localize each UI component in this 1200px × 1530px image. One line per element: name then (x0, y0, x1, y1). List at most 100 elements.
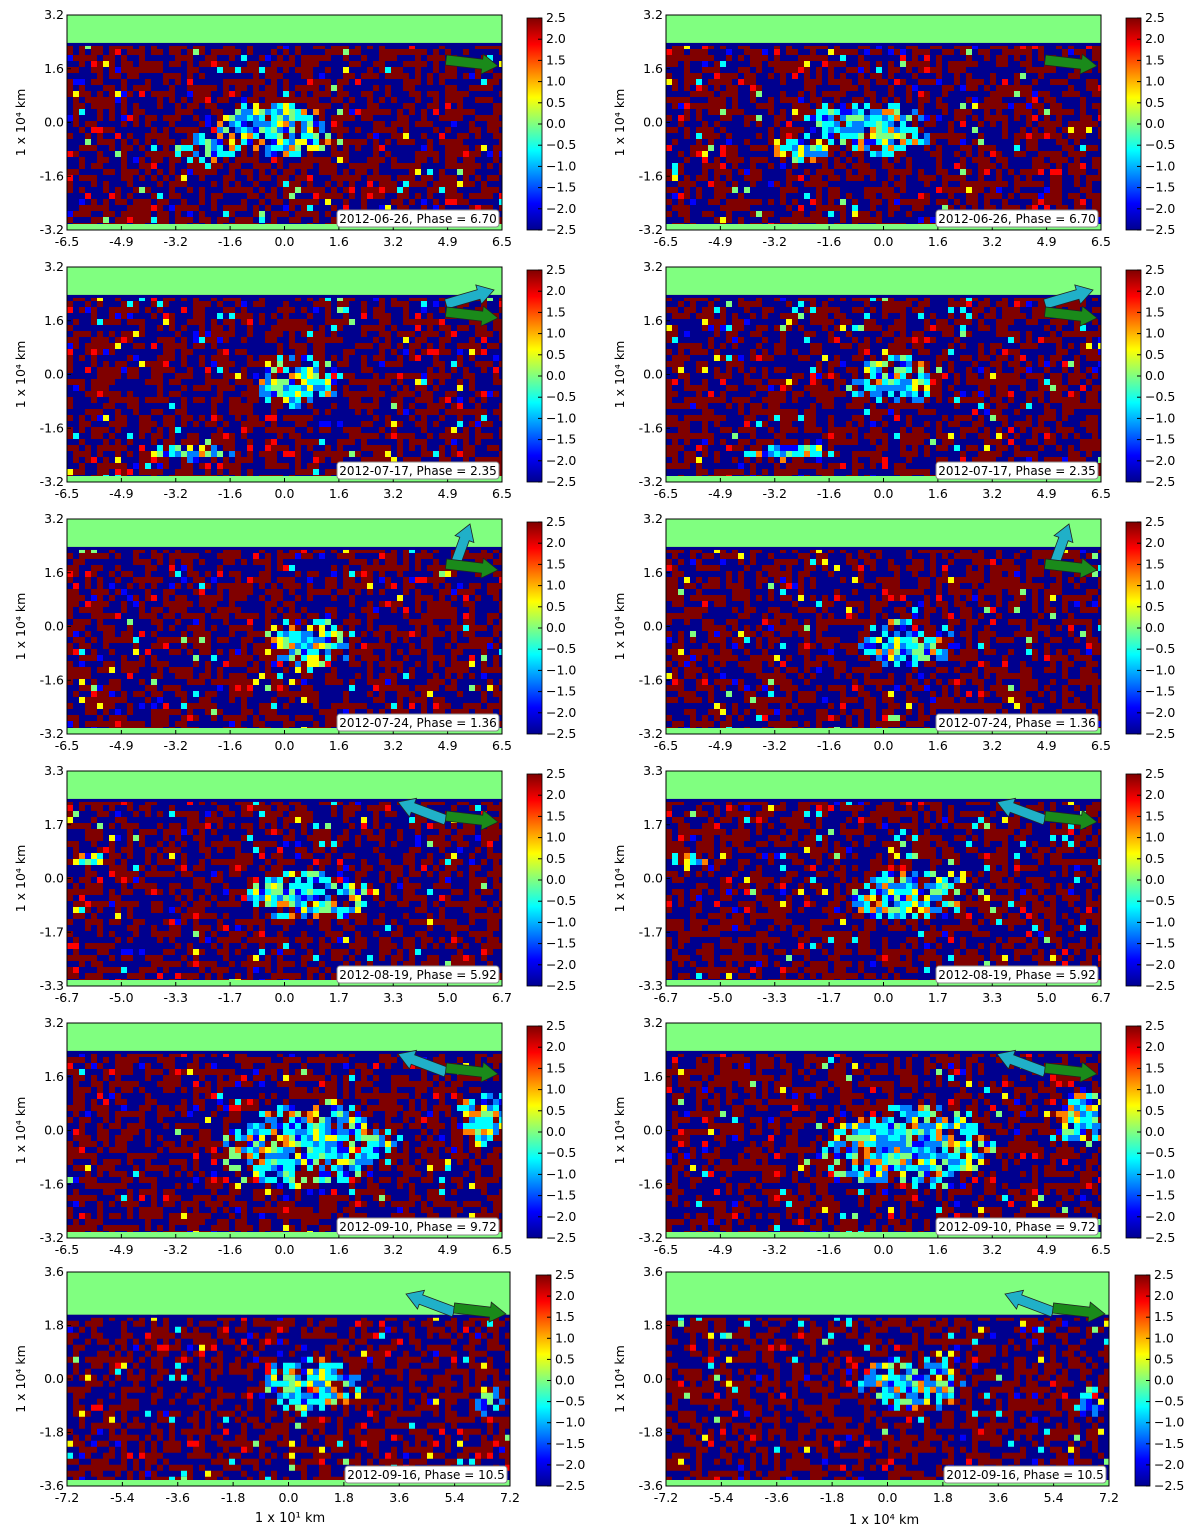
y-axis-label: 1 x 10⁴ km (13, 341, 28, 409)
colorbar-tick-label: 0.5 (1145, 851, 1165, 866)
y-tick-label: -1.7 (40, 924, 64, 939)
panel-label-box (336, 965, 500, 984)
x-tick-label: -1.6 (817, 738, 841, 753)
panel-3-1: -6.7 -5.0 -3.3 -1.7 0.0 1.7 3.3 5.0 6.7 3.3 1.7 0.0… (612, 763, 1175, 1005)
heatmap-cells (67, 546, 502, 727)
heatmap-cells (666, 546, 1101, 734)
y-tick-label: 1.8 (44, 1318, 64, 1333)
colorbar-tick-label: 2.5 (546, 1018, 566, 1033)
heatmap-cells (876, 618, 942, 655)
heatmap-cells (666, 1314, 1109, 1486)
y-tick-label: 0.0 (643, 871, 663, 886)
colorbar-tick-label: 0.5 (546, 95, 566, 110)
y-tick-label: -3.2 (40, 474, 64, 489)
y-axis-label: 1 x 10⁴ km (612, 341, 627, 409)
x-tick-label: -3.3 (164, 990, 188, 1005)
colorbar-tick-label: −1.5 (546, 936, 576, 951)
band-edge (67, 798, 502, 802)
heatmap-cells (858, 618, 954, 667)
x-tick-label: 6.5 (492, 234, 512, 249)
x-tick-label: 4.9 (438, 1242, 458, 1257)
colorbar-tick-label: −1.0 (546, 158, 576, 173)
x-tick-label: 6.7 (492, 990, 512, 1005)
mask-band (666, 519, 1101, 547)
x-tick-label: -3.3 (763, 990, 787, 1005)
mask-band (67, 519, 502, 547)
y-axis-label: 1 x 10⁴ km (13, 89, 28, 157)
x-tick-label: 5.4 (445, 1490, 465, 1505)
colorbar-tick-label: 2.0 (1154, 1288, 1174, 1303)
colorbar-tick-label: 1.0 (1145, 830, 1165, 845)
mask-band (666, 771, 1101, 799)
y-tick-label: 3.2 (44, 511, 64, 526)
colorbar-tick-label: −2.5 (1145, 1230, 1175, 1245)
colorbar-tick-label: −0.5 (1154, 1394, 1184, 1409)
panel-0-1: -6.5 -4.9 -3.2 -1.6 0.0 1.6 3.2 4.9 6.5 3.2 1.6 0.0… (612, 7, 1175, 249)
colorbar-tick-label: 0.5 (1145, 347, 1165, 362)
x-tick-label: 1.8 (933, 1490, 953, 1505)
x-tick-label: 0.0 (874, 990, 894, 1005)
x-tick-label: -1.6 (817, 1242, 841, 1257)
colorbar-tick-label: 0.5 (1154, 1351, 1174, 1366)
colorbar-tick-label: 2.0 (1145, 535, 1165, 550)
x-axis-label-left: 1 x 10¹ km (255, 1511, 325, 1526)
y-tick-label: 1.6 (643, 565, 663, 580)
green-arrow-icon (444, 1061, 499, 1083)
x-tick-label: -3.2 (164, 234, 188, 249)
colorbar-tick-label: −2.0 (546, 1209, 576, 1224)
x-tick-label: 1.6 (329, 234, 349, 249)
y-tick-label: -1.6 (639, 420, 663, 435)
x-tick-label: 7.2 (500, 1490, 520, 1505)
colorbar-tick-label: 0.5 (1145, 1103, 1165, 1118)
x-tick-label: 3.2 (982, 486, 1002, 501)
heatmap-cells (67, 42, 502, 230)
y-tick-label: -3.2 (40, 726, 64, 741)
panel-label: 2012-08-19, Phase = 5.92 (938, 968, 1096, 982)
colorbar-tick-label: 1.0 (1154, 1330, 1174, 1345)
colorbar-tick-label: −2.5 (546, 1230, 576, 1245)
colorbar-tick-label: 0.0 (1154, 1373, 1174, 1388)
colorbar-tick-label: 0.5 (546, 599, 566, 614)
x-tick-label: -4.9 (708, 486, 732, 501)
colorbar-tick-label: 1.5 (555, 1309, 575, 1324)
x-tick-label: 6.5 (1091, 486, 1111, 501)
heatmap-cells (223, 1092, 502, 1183)
x-tick-label: -5.4 (110, 1490, 134, 1505)
x-tick-label: 6.5 (492, 1242, 512, 1257)
colorbar-tick-label: 0.0 (546, 872, 566, 887)
colorbar-tick-label: 1.0 (1145, 1082, 1165, 1097)
y-tick-label: 1.6 (643, 61, 663, 76)
y-tick-label: 1.6 (44, 313, 64, 328)
x-tick-label: -3.2 (763, 1242, 787, 1257)
panel-label-box (935, 713, 1099, 732)
panel-0-0: -6.5 -4.9 -3.2 -1.6 0.0 1.6 3.2 4.9 6.5 3.2 1.6 0.0… (13, 7, 576, 249)
colorbar-tick-label: −2.0 (1154, 1457, 1184, 1472)
x-tick-label: 0.0 (275, 738, 295, 753)
x-tick-label: -1.8 (221, 1490, 245, 1505)
panel-5-1: -7.2 -5.4 -3.6 -1.8 0.0 1.8 3.6 5.4 7.2 3.6 1.8 0.0… (612, 1264, 1184, 1505)
colorbar-tick-label: 2.5 (546, 766, 566, 781)
colorbar-tick-label: 1.5 (546, 1060, 566, 1075)
x-tick-label: 1.6 (928, 486, 948, 501)
colorbar-tick-label: 1.5 (546, 304, 566, 319)
colorbar-tick-label: 0.0 (546, 116, 566, 131)
panel-2-1: -6.5 -4.9 -3.2 -1.6 0.0 1.6 3.2 4.9 6.5 3.2 1.6 0.0… (612, 511, 1175, 753)
colorbar-tick-label: −2.5 (546, 978, 576, 993)
y-tick-label: -1.6 (40, 168, 64, 183)
y-tick-label: -3.2 (40, 1230, 64, 1245)
band-edge (666, 294, 1101, 298)
cyan-arrow-icon (1043, 284, 1094, 310)
x-tick-label: 6.5 (492, 486, 512, 501)
x-tick-label: 3.6 (389, 1490, 409, 1505)
x-tick-label: 3.6 (988, 1490, 1008, 1505)
colorbar-tick-label: 1.0 (1145, 74, 1165, 89)
colorbar-tick-label: −1.0 (546, 914, 576, 929)
heatmap-cells (175, 354, 337, 463)
heatmap-cells (193, 102, 325, 157)
colorbar-tick-label: 2.5 (1145, 514, 1165, 529)
heatmap-cells (666, 558, 1098, 734)
x-tick-label: -3.6 (765, 1490, 789, 1505)
colorbar-tick-label: −1.0 (1154, 1415, 1184, 1430)
band-edge (67, 294, 502, 298)
colorbar-tick-label: −1.5 (546, 180, 576, 195)
